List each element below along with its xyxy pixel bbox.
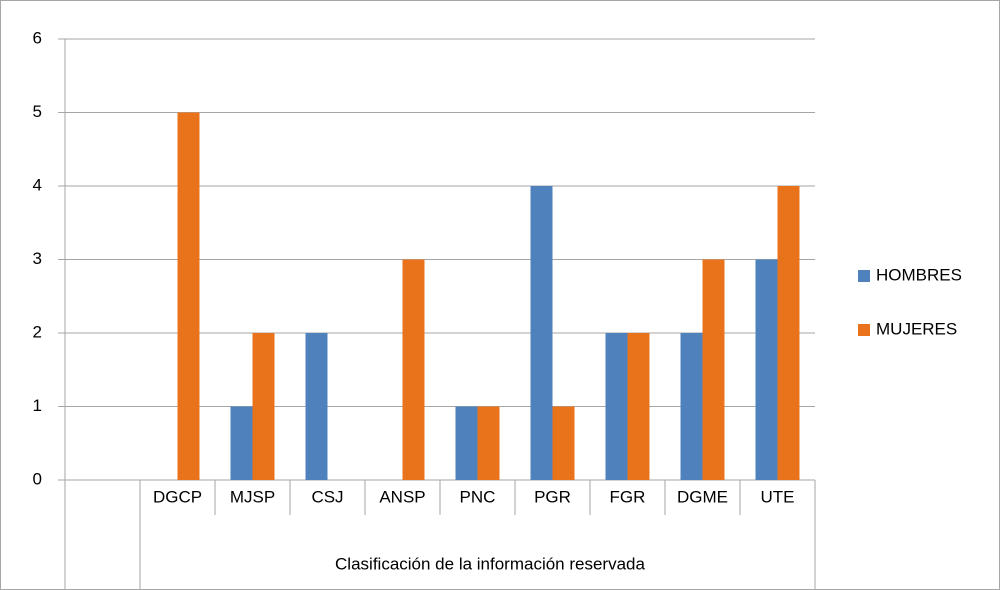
bar	[177, 112, 200, 480]
x-tick-label: PGR	[534, 487, 571, 506]
x-tick-label: UTE	[761, 487, 795, 506]
bar	[402, 259, 425, 480]
x-tick-label: PNC	[460, 487, 496, 506]
y-tick-label: 0	[33, 469, 42, 488]
bar	[455, 406, 478, 480]
x-tick-label: DGCP	[153, 487, 202, 506]
y-tick-label: 6	[33, 28, 42, 47]
bar	[680, 333, 703, 480]
legend-swatch	[858, 270, 870, 282]
y-tick-label: 1	[33, 396, 42, 415]
bar	[477, 406, 500, 480]
x-axis-label: Clasificación de la información reservad…	[335, 554, 645, 573]
bar	[627, 333, 650, 480]
bar	[605, 333, 628, 480]
legend-label: HOMBRES	[876, 265, 962, 284]
x-tick-label: FGR	[610, 487, 646, 506]
y-tick-label: 4	[33, 175, 42, 194]
bar	[230, 406, 253, 480]
bar	[777, 186, 800, 480]
bar	[755, 259, 778, 480]
y-tick-label: 5	[33, 102, 42, 121]
legend-swatch	[858, 324, 870, 336]
x-tick-label: ANSP	[379, 487, 425, 506]
bar	[305, 333, 328, 480]
legend-label: MUJERES	[876, 319, 957, 338]
x-tick-label: MJSP	[230, 487, 275, 506]
bar	[252, 333, 275, 480]
bar	[530, 186, 553, 480]
x-tick-label: DGME	[677, 487, 728, 506]
bar	[552, 406, 575, 480]
y-tick-label: 3	[33, 249, 42, 268]
y-tick-label: 2	[33, 322, 42, 341]
x-tick-label: CSJ	[311, 487, 343, 506]
bar	[702, 259, 725, 480]
